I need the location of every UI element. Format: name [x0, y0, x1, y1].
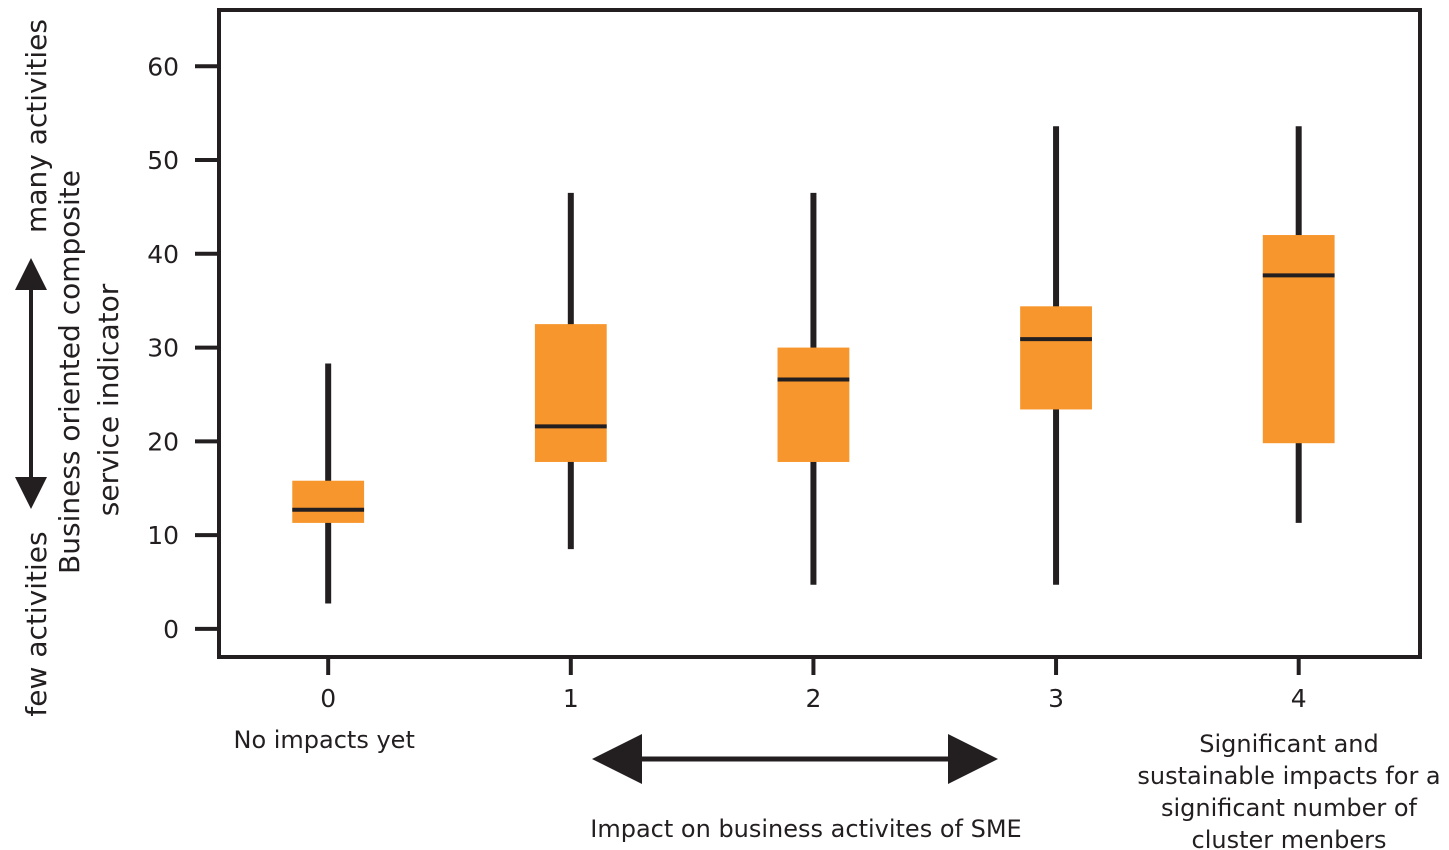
- x-tick-label: 1: [563, 684, 579, 713]
- y-tick-label: 10: [147, 521, 179, 550]
- box-0: [292, 363, 365, 604]
- x-tick-label: 2: [805, 684, 821, 713]
- x-tick-note-line: No impacts yet: [233, 726, 414, 754]
- interquartile-box: [292, 480, 365, 523]
- y-axis-label-line-2: service indicator: [92, 283, 125, 516]
- y-tick-label: 0: [163, 615, 179, 644]
- x-tick-note-line: significant number of: [1161, 794, 1418, 822]
- x-tick-note-line: cluster menbers: [1192, 826, 1387, 850]
- plot-frame: [217, 8, 1422, 659]
- interquartile-box: [534, 324, 607, 462]
- x-tick-label: 0: [320, 684, 336, 713]
- x-axis: 0 1 2 3 4: [320, 657, 1307, 713]
- interquartile-box: [1262, 235, 1335, 444]
- y-scale-high-label: many activities: [20, 19, 53, 233]
- y-tick-label: 20: [147, 427, 179, 456]
- y-axis: 0 10 20 30 40 50 60: [147, 52, 219, 644]
- box-3: [1020, 126, 1092, 585]
- x-tick-note-line: sustainable impacts for a: [1137, 762, 1440, 790]
- interquartile-box: [1020, 306, 1092, 410]
- x-tick-label: 4: [1291, 684, 1307, 713]
- x-axis-label: Impact on business activites of SME: [590, 815, 1021, 843]
- y-tick-label: 60: [147, 52, 179, 81]
- box-series: [292, 126, 1335, 604]
- x-tick-label: 3: [1048, 684, 1064, 713]
- y-tick-label: 40: [147, 240, 179, 269]
- y-tick-label: 50: [147, 146, 179, 175]
- interquartile-box: [777, 347, 850, 462]
- y-tick-label: 30: [147, 334, 179, 363]
- box-2: [777, 192, 850, 585]
- x-tick-note-line: Significant and: [1199, 730, 1378, 758]
- box-1: [534, 192, 607, 550]
- y-axis-label-line-1: Business oriented composite: [53, 170, 86, 574]
- y-scale-low-label: few activities: [20, 531, 53, 716]
- x-tick-notes: No impacts yet Significant and sustainable…: [233, 726, 1440, 850]
- box-4: [1262, 126, 1335, 523]
